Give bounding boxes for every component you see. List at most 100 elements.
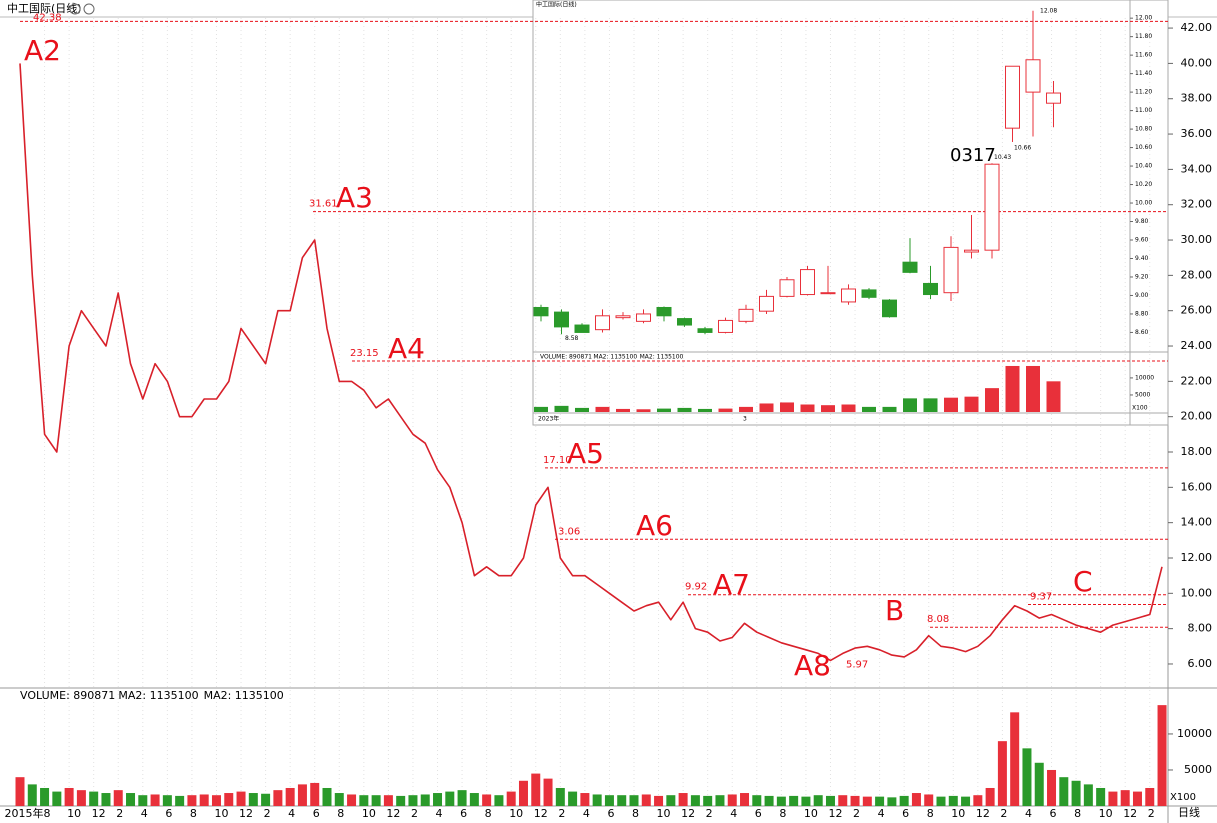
y-tick-label: 20.00: [1181, 410, 1213, 423]
annotation: 0317: [950, 145, 996, 166]
candle-body: [533, 306, 549, 317]
x-tick-label: 6: [607, 807, 614, 820]
volume-bar: [616, 408, 630, 412]
candle-body: [718, 319, 733, 333]
volume-bar: [641, 794, 651, 806]
level-tag: A6: [636, 509, 673, 542]
x-tick-label: 8: [485, 807, 492, 820]
x-tick-label: 10: [362, 807, 376, 820]
legend-entry: MA2: 1135100: [118, 689, 198, 702]
extreme-label: 10.43: [994, 154, 1011, 161]
x-tick-label: 6: [460, 807, 467, 820]
y-tick-label: 16.00: [1181, 480, 1213, 493]
volume-bar: [396, 795, 406, 806]
volume-bar: [911, 793, 921, 806]
volume-bar: [924, 794, 934, 806]
volume-bar: [903, 398, 917, 412]
x-tick-label: 3: [743, 416, 747, 423]
x-tick-label: 4: [141, 807, 148, 820]
volume-bar: [27, 784, 37, 806]
x-tick-label: 8: [779, 807, 786, 820]
volume-bar: [1096, 787, 1106, 806]
volume-bar: [150, 794, 160, 806]
x-tick-label: 4: [1025, 807, 1032, 820]
candle-body: [697, 328, 713, 333]
header-icon[interactable]: [69, 3, 81, 15]
y-tick-label: 10.60: [1135, 144, 1152, 151]
y-tick-label: 14.00: [1181, 516, 1213, 529]
y-tick-label: 24.00: [1181, 339, 1213, 352]
y-tick-label: 11.40: [1135, 70, 1152, 77]
volume-bar: [482, 794, 492, 806]
candle-body: [636, 313, 651, 322]
y-tick-label: 18.00: [1181, 445, 1213, 458]
volume-bar: [494, 795, 504, 806]
x-tick-label: 8: [927, 807, 934, 820]
x-tick-label: 2: [853, 807, 860, 820]
volume-bar: [595, 406, 610, 412]
volume-bar: [718, 408, 733, 412]
legend-entry: VOLUME: 890871: [540, 354, 592, 361]
volume-bar: [1010, 712, 1020, 806]
volume-bar: [964, 396, 979, 412]
candle-body: [759, 295, 774, 312]
volume-bar: [531, 773, 541, 806]
volume-bar: [875, 796, 885, 806]
y-tick-label: 10.40: [1135, 163, 1152, 170]
x-tick-label: 4: [288, 807, 295, 820]
volume-bar: [162, 795, 172, 806]
candle-body: [882, 299, 897, 318]
y-tick-label: 11.80: [1135, 33, 1152, 40]
candle-body: [656, 306, 672, 317]
volume-bar: [862, 796, 872, 806]
volume-bar: [236, 791, 246, 806]
y-tick-label: 34.00: [1181, 162, 1213, 175]
volume-bar: [813, 795, 823, 806]
level-label: 23.15: [350, 348, 379, 359]
x-tick-label: 10: [67, 807, 81, 820]
volume-bar: [850, 795, 860, 806]
volume-bar: [862, 406, 876, 412]
volume-bar: [1022, 748, 1032, 806]
volume-bar: [789, 795, 799, 806]
volume-bar: [666, 795, 676, 806]
volume-bar: [764, 795, 774, 806]
volume-bar: [113, 790, 123, 806]
extreme-label: 12.08: [1040, 7, 1057, 14]
x-tick-label: 10: [804, 807, 818, 820]
volume-bar: [261, 793, 271, 806]
x-tick-label: 2: [1000, 807, 1007, 820]
volume-bar: [175, 795, 185, 806]
volume-bar: [617, 795, 627, 806]
x-tick-label: 2: [264, 807, 271, 820]
volume-bar: [15, 777, 25, 806]
level-tag: A2: [24, 34, 61, 67]
legend-entry: VOLUME: 890871: [20, 689, 115, 702]
volume-bar: [420, 794, 430, 806]
header-icon[interactable]: [83, 3, 95, 15]
volume-bar: [727, 794, 737, 806]
volume-bar: [187, 795, 197, 806]
y-tick-label: 42.00: [1181, 21, 1213, 34]
volume-bar: [740, 793, 750, 806]
volume-bar: [383, 795, 393, 806]
volume-bar: [1059, 777, 1069, 806]
x-tick-label: 2: [1148, 807, 1155, 820]
volume-bar: [801, 796, 811, 806]
volume-bar: [759, 403, 774, 412]
volume-bar: [657, 408, 671, 412]
candle-body: [574, 324, 590, 333]
x-tick-label: 12: [534, 807, 548, 820]
level-label: 9.92: [685, 582, 707, 593]
volume-bar: [433, 793, 443, 806]
y-tick-label: 12.00: [1135, 15, 1152, 22]
volume-bar: [575, 407, 589, 412]
volume-bar: [780, 402, 794, 412]
volume-bar: [698, 408, 712, 412]
level-label: 17.10: [543, 455, 572, 466]
level-label: 31.61: [309, 199, 338, 210]
volume-bar: [297, 784, 307, 806]
legend-entry: MA2: 1135100: [204, 689, 284, 702]
volume-bar: [677, 407, 692, 412]
volume-bar: [248, 793, 258, 806]
